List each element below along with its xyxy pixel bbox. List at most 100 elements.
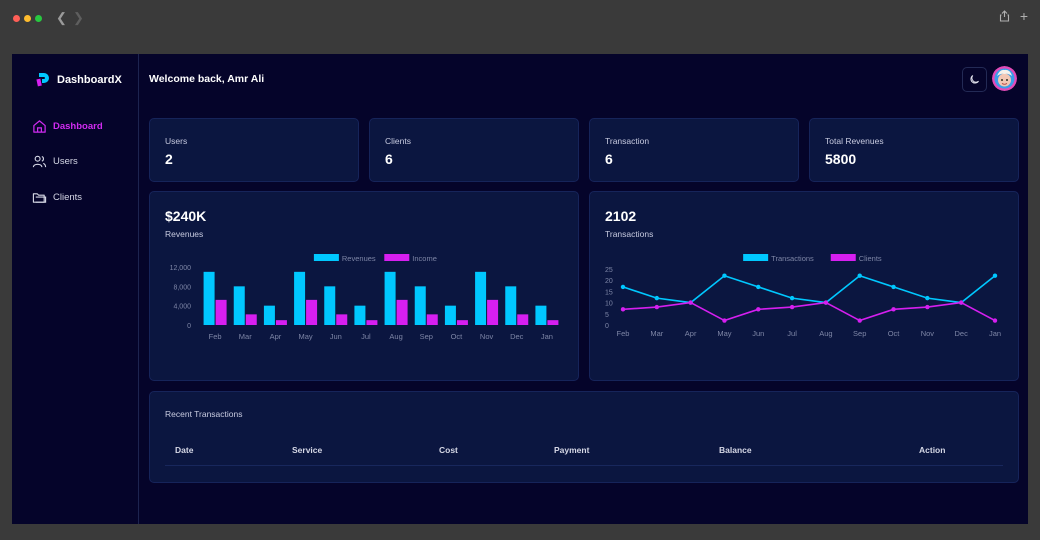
stat-label: Total Revenues bbox=[825, 136, 884, 146]
stat-value: 5800 bbox=[825, 151, 857, 167]
home-icon bbox=[33, 120, 46, 133]
bar bbox=[444, 305, 456, 325]
x-tick-label: Mar bbox=[650, 329, 663, 338]
data-point bbox=[722, 318, 727, 323]
y-tick-label: 0 bbox=[605, 323, 609, 330]
maximize-window-button[interactable] bbox=[35, 15, 42, 22]
close-window-button[interactable] bbox=[13, 15, 20, 22]
data-point bbox=[654, 295, 660, 301]
x-tick-label: Jul bbox=[361, 332, 371, 341]
revenue-total: $240K bbox=[165, 208, 207, 224]
x-tick-label: Feb bbox=[617, 329, 630, 338]
user-avatar[interactable] bbox=[992, 66, 1017, 91]
bar bbox=[505, 286, 517, 325]
x-tick-label: Aug bbox=[819, 329, 832, 338]
data-point bbox=[789, 304, 795, 310]
legend-label: Income bbox=[412, 254, 437, 263]
brand-name: DashboardX bbox=[57, 73, 122, 86]
dashboard-app: DashboardX Dashboard Users Clients bbox=[12, 54, 1028, 524]
brand[interactable]: DashboardX bbox=[36, 72, 122, 87]
bar bbox=[336, 314, 348, 325]
stat-label: Transaction bbox=[605, 136, 650, 146]
forward-arrow-icon[interactable]: ❯ bbox=[73, 10, 84, 25]
data-point bbox=[756, 284, 761, 290]
column-header-service: Service bbox=[292, 445, 323, 455]
x-tick-label: Aug bbox=[389, 332, 402, 341]
brand-logo-icon bbox=[36, 73, 49, 87]
data-point bbox=[992, 318, 998, 323]
bar bbox=[275, 320, 287, 325]
bar bbox=[354, 305, 366, 325]
data-point bbox=[620, 284, 626, 290]
x-tick-label: Dec bbox=[955, 329, 969, 338]
x-tick-label: Jul bbox=[787, 329, 797, 338]
column-header-payment: Payment bbox=[554, 445, 590, 455]
y-tick-label: 25 bbox=[605, 267, 613, 274]
sidebar-item-users[interactable]: Users bbox=[32, 154, 78, 169]
revenue-caption: Revenues bbox=[165, 229, 204, 239]
sidebar-item-clients[interactable]: Clients bbox=[32, 190, 82, 205]
minimize-window-button[interactable] bbox=[24, 15, 31, 22]
users-icon bbox=[32, 155, 47, 168]
bar bbox=[517, 314, 529, 325]
bar bbox=[535, 305, 547, 325]
legend-label: Transactions bbox=[771, 254, 814, 263]
series-line bbox=[622, 274, 996, 304]
x-tick-label: Jun bbox=[752, 329, 764, 338]
legend-swatch bbox=[384, 254, 410, 261]
x-tick-label: Feb bbox=[209, 332, 222, 341]
data-point bbox=[925, 295, 930, 301]
stat-card-transaction: Transaction 6 bbox=[589, 118, 799, 182]
column-header-balance: Balance bbox=[719, 445, 752, 455]
column-header-action: Action bbox=[919, 445, 946, 455]
theme-toggle-button[interactable] bbox=[962, 67, 987, 92]
stat-value: 6 bbox=[605, 151, 613, 167]
x-tick-label: Jan bbox=[541, 332, 553, 341]
stat-card-clients: Clients 6 bbox=[369, 118, 579, 182]
recent-transactions-title: Recent Transactions bbox=[165, 409, 243, 419]
x-tick-label: Oct bbox=[451, 332, 464, 341]
y-tick-label: 12,000 bbox=[170, 265, 192, 272]
transactions-total: 2102 bbox=[605, 208, 637, 224]
x-tick-label: Jun bbox=[330, 332, 342, 341]
bar bbox=[426, 314, 438, 325]
transactions-caption: Transactions bbox=[605, 229, 654, 239]
bar bbox=[487, 299, 499, 325]
sidebar-item-label: Users bbox=[53, 156, 78, 167]
share-icon[interactable] bbox=[999, 10, 1010, 25]
recent-transactions-card: Recent Transactions Date Service Cost Pa… bbox=[149, 391, 1019, 483]
legend-label: Revenues bbox=[342, 254, 376, 263]
sidebar-item-dashboard[interactable]: Dashboard bbox=[32, 119, 103, 134]
column-header-cost: Cost bbox=[439, 445, 458, 455]
bar bbox=[215, 299, 227, 325]
table-divider bbox=[165, 465, 1003, 466]
x-tick-label: May bbox=[298, 332, 312, 341]
sidebar-item-label: Clients bbox=[53, 192, 83, 203]
x-tick-label: Nov bbox=[480, 332, 494, 341]
x-tick-label: Nov bbox=[921, 329, 935, 338]
sidebar: DashboardX Dashboard Users Clients bbox=[12, 54, 139, 524]
bar bbox=[306, 299, 318, 325]
data-point bbox=[891, 284, 896, 290]
bar bbox=[324, 286, 336, 325]
bar bbox=[263, 305, 275, 325]
stat-value: 6 bbox=[385, 151, 393, 167]
new-tab-button[interactable]: + bbox=[1019, 8, 1028, 24]
data-point bbox=[891, 307, 896, 312]
x-tick-label: Apr bbox=[685, 329, 697, 338]
revenue-bar-chart: Revenues Income 0 4,000 8,000 12,000 Feb Mar Apr… bbox=[170, 254, 559, 341]
y-tick-label: 20 bbox=[605, 278, 613, 285]
bar bbox=[233, 286, 245, 325]
data-point bbox=[823, 300, 829, 305]
data-point bbox=[789, 295, 795, 301]
bar bbox=[475, 271, 487, 325]
bar bbox=[294, 271, 306, 325]
back-arrow-icon[interactable]: ❮ bbox=[56, 10, 67, 25]
data-point bbox=[925, 304, 930, 310]
y-tick-label: 10 bbox=[605, 301, 613, 308]
bar bbox=[396, 299, 408, 325]
transactions-chart-card: 2102 Transactions Transactions Clients 0 5 1… bbox=[589, 191, 1019, 381]
data-point bbox=[992, 273, 998, 278]
x-tick-label: Mar bbox=[239, 332, 252, 341]
bar bbox=[366, 320, 378, 325]
